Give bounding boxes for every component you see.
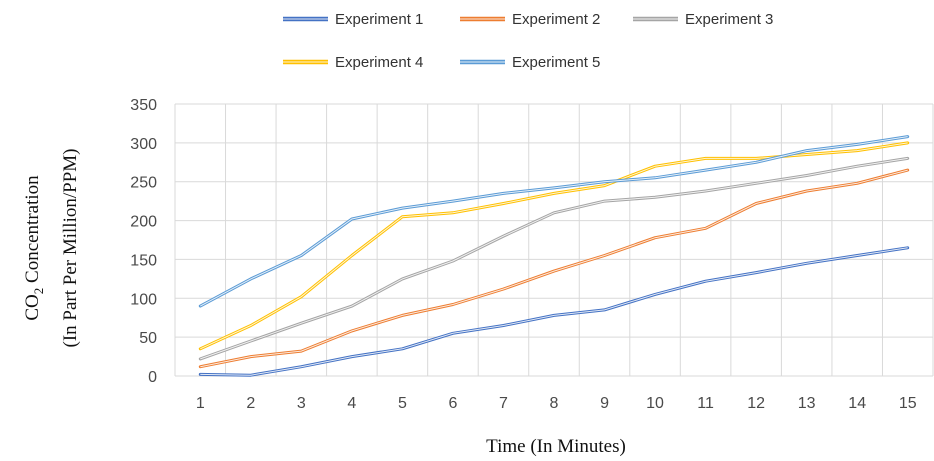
x-tick-label: 14 (848, 395, 866, 412)
x-tick-label: 11 (697, 395, 714, 412)
series-line-highlight (200, 136, 908, 307)
legend-label: Experiment 3 (685, 11, 773, 28)
series-line-highlight (200, 142, 908, 350)
x-axis-title: Time (In Minutes) (486, 436, 626, 457)
y-axis-title-line1: CO2 Concentration (22, 175, 46, 321)
x-tick-label: 7 (499, 395, 508, 412)
legend-label: Experiment 1 (335, 11, 423, 28)
y-tick-label: 250 (130, 175, 157, 192)
series-experiment-5 (198, 135, 910, 308)
x-tick-label: 6 (448, 395, 457, 412)
y-tick-label: 350 (130, 97, 157, 114)
legend-label: Experiment 2 (512, 11, 600, 28)
x-tick-label: 13 (798, 395, 816, 412)
series-experiment-1 (198, 246, 910, 377)
x-tick-label: 4 (347, 395, 356, 412)
x-axis-ticks: 1 2 3 4 5 6 7 8 9 10 11 12 13 14 15 (196, 395, 917, 412)
legend-item: Experiment 1 (283, 11, 423, 28)
legend-item: Experiment 5 (460, 54, 600, 71)
y-axis-ticks: 0 50 100 150 200 250 300 350 (130, 97, 157, 386)
series-line-highlight (200, 247, 908, 376)
chart-legend: Experiment 1 Experiment 2 Experiment 3 Expe… (283, 11, 773, 71)
x-tick-label: 9 (600, 395, 609, 412)
series-line-highlight (200, 157, 908, 360)
x-tick-label: 8 (550, 395, 559, 412)
x-tick-label: 12 (747, 395, 765, 412)
y-tick-label: 100 (130, 291, 157, 308)
series-line (198, 246, 910, 377)
y-tick-label: 300 (130, 136, 157, 153)
y-tick-label: 200 (130, 214, 157, 231)
legend-item: Experiment 2 (460, 11, 600, 28)
x-tick-label: 3 (297, 395, 306, 412)
legend-item: Experiment 4 (283, 54, 423, 71)
x-tick-label: 1 (196, 395, 205, 412)
y-axis-title-line2: (In Part Per Million/PPM) (60, 149, 81, 348)
series-lines (198, 135, 910, 377)
series-experiment-4 (198, 141, 910, 351)
legend-label: Experiment 4 (335, 54, 423, 71)
x-tick-label: 10 (646, 395, 664, 412)
y-tick-label: 150 (130, 252, 157, 269)
legend-item: Experiment 3 (633, 11, 773, 28)
y-tick-label: 0 (148, 369, 157, 386)
series-line (198, 141, 910, 351)
series-experiment-2 (198, 168, 910, 369)
legend-label: Experiment 5 (512, 54, 600, 71)
x-tick-label: 5 (398, 395, 407, 412)
series-line-highlight (200, 169, 908, 368)
y-tick-label: 50 (139, 330, 157, 347)
series-line (198, 135, 910, 308)
x-tick-label: 2 (246, 395, 255, 412)
series-experiment-3 (198, 156, 910, 361)
x-tick-label: 15 (899, 395, 917, 412)
plot-gridlines (174, 103, 934, 377)
